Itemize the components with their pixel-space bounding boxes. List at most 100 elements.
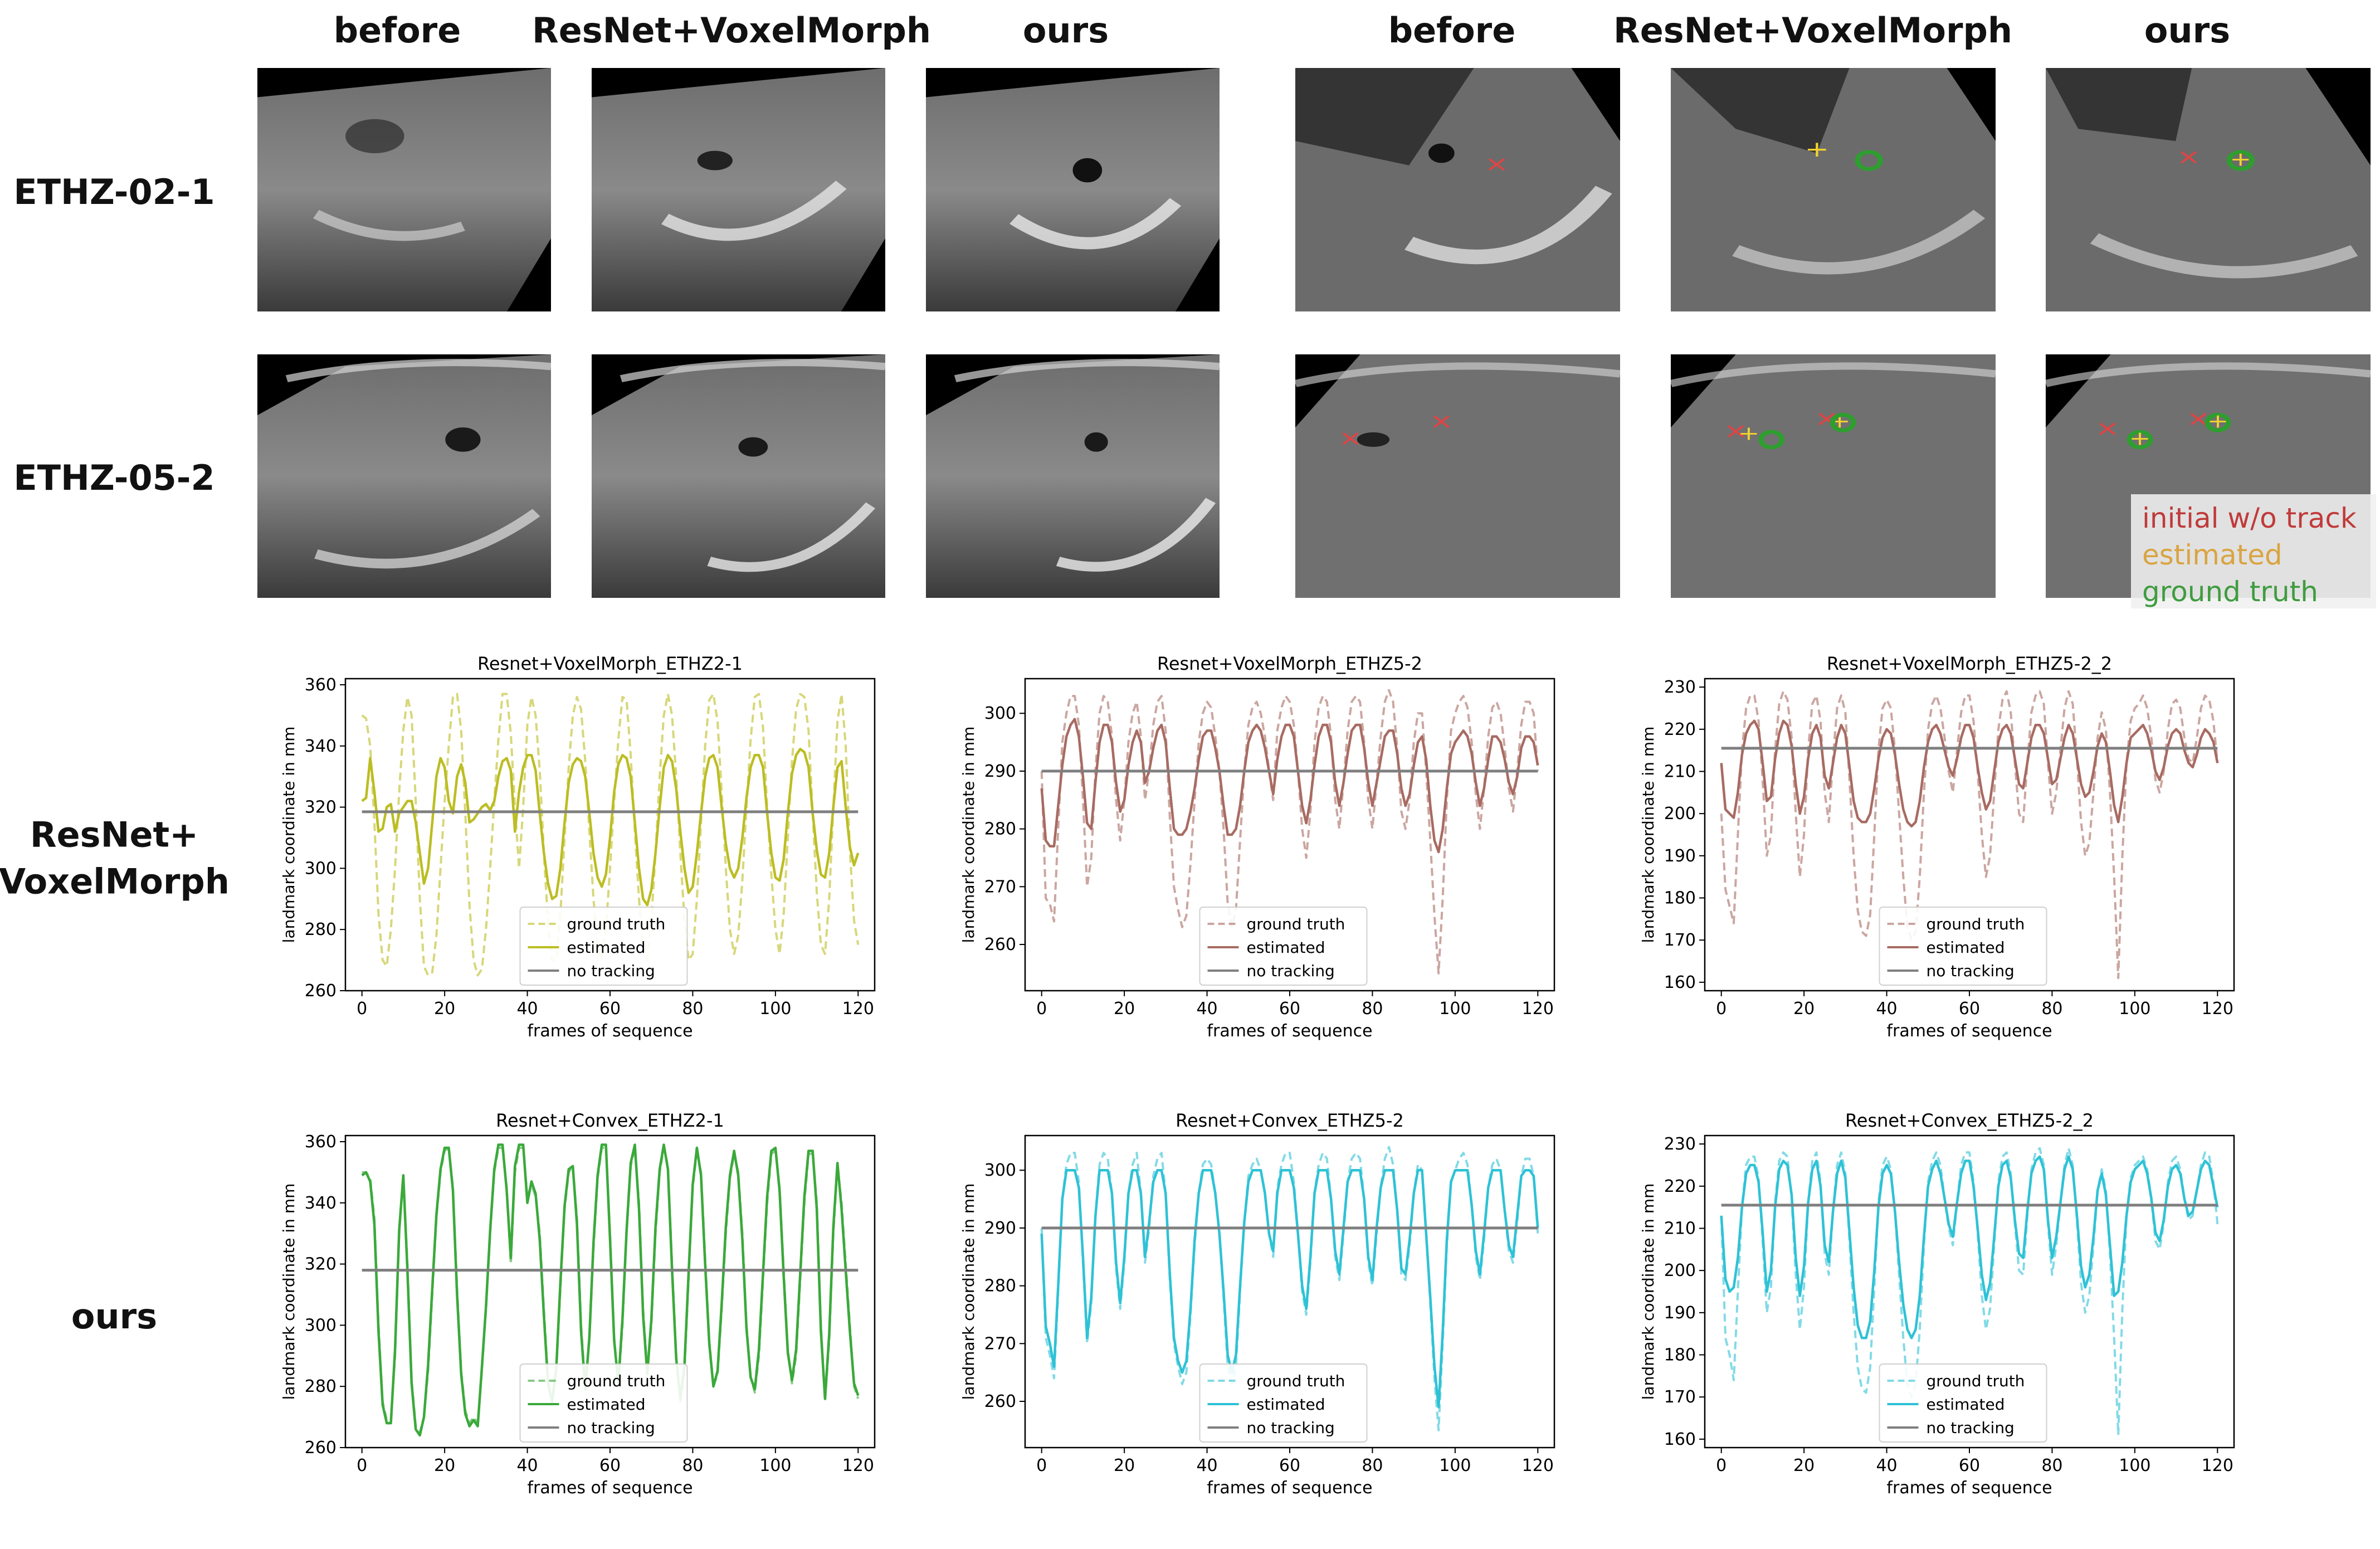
chart-svg: Resnet+Convex_ETHZ2-1 0 20 40 60 80 100 120 260 2… (280, 1110, 876, 1498)
x-tick-label: 40 (1876, 999, 1897, 1019)
legend-no-tracking: no tracking (1927, 1419, 2015, 1437)
x-tick-label: 20 (1793, 999, 1815, 1019)
y-tick-label: 300 (984, 1161, 1016, 1180)
y-axis-label: landmark coordinate in mm (1639, 727, 1657, 943)
legend-no-tracking: no tracking (567, 1419, 655, 1437)
y-tick-label: 320 (305, 798, 336, 817)
y-tick-label: 280 (984, 820, 1016, 839)
y-tick-label: 170 (1664, 931, 1696, 950)
ultrasound-image-ethz-05-2-resnet-voxelmorph (592, 354, 885, 598)
y-tick-label: 290 (984, 1219, 1016, 1238)
x-tick-label: 100 (2119, 1456, 2150, 1475)
legend-estimated: estimated (2142, 539, 2283, 571)
chart-svg: Resnet+VoxelMorph_ETHZ5-2_2 0 20 40 60 80 100 1… (1639, 653, 2235, 1041)
y-tick-label: 210 (1664, 1219, 1696, 1238)
row-label-ethz-02-1: ETHZ-02-1 (13, 172, 215, 213)
x-tick-label: 60 (1959, 999, 1980, 1019)
legend-ground-truth: ground truth (2142, 576, 2318, 608)
y-tick-label: 230 (1664, 678, 1696, 697)
x-tick-label: 120 (1522, 1456, 1554, 1475)
chart-legend: ground truth estimated no tracking (519, 1363, 688, 1443)
x-tick-label: 40 (516, 1456, 538, 1475)
chart-legend: ground truth estimated no tracking (519, 907, 688, 986)
x-axis-label: frames of sequence (1207, 1021, 1372, 1041)
y-tick-label: 180 (1664, 889, 1696, 908)
y-tick-label: 190 (1664, 1303, 1696, 1323)
y-tick-label: 170 (1664, 1387, 1696, 1407)
x-tick-label: 60 (1959, 1456, 1980, 1475)
y-tick-label: 280 (305, 920, 336, 939)
series-estimated (361, 748, 860, 907)
x-tick-label: 0 (357, 999, 367, 1019)
plot-frame (344, 1134, 876, 1449)
chart-svg: Resnet+Convex_ETHZ5-2 0 20 40 60 80 100 120 260 2… (959, 1110, 1555, 1498)
x-tick-label: 80 (1362, 999, 1383, 1019)
x-tick-label: 20 (434, 1456, 455, 1475)
legend-estimated: estimated (1247, 938, 1325, 957)
chart-resnet-voxelmorph-ethz5-2-2: Resnet+VoxelMorph_ETHZ5-2_2 0 20 40 60 80 100 1… (1632, 646, 2279, 1059)
x-tick-label: 120 (2202, 999, 2233, 1019)
legend-no-tracking: no tracking (567, 962, 655, 980)
y-tick-label: 300 (984, 704, 1016, 723)
chart-resnet-convex-ethz2-1: Resnet+Convex_ETHZ2-1 0 20 40 60 80 100 120 260 2… (273, 1103, 919, 1516)
y-axis-label: landmark coordinate in mm (280, 1183, 298, 1400)
series-ground-truth (1720, 690, 2219, 980)
y-tick-label: 360 (305, 675, 336, 695)
x-axis-label: frames of sequence (527, 1021, 692, 1041)
y-tick-label: 260 (984, 1392, 1016, 1411)
y-tick-label: 160 (1664, 1430, 1696, 1449)
y-tick-label: 260 (305, 981, 336, 1001)
chart-resnet-convex-ethz5-2: Resnet+Convex_ETHZ5-2 0 20 40 60 80 100 120 260 2… (953, 1103, 1599, 1516)
plot-frame (1024, 1134, 1555, 1449)
y-tick-label: 300 (305, 1316, 336, 1335)
row-label-resnet-voxelmorph: ResNet+ VoxelMorph (0, 811, 230, 904)
x-tick-label: 0 (1716, 999, 1727, 1019)
y-tick-label: 260 (305, 1438, 336, 1458)
series-ground-truth (1720, 1147, 2219, 1436)
svg-text:×: × (1429, 408, 1454, 433)
y-tick-label: 210 (1664, 762, 1696, 781)
svg-text:×: × (1724, 418, 1748, 444)
y-tick-label: 280 (305, 1377, 336, 1396)
column-header-ours: ours (1022, 10, 1109, 51)
row-label-ethz-05-2: ETHZ-05-2 (13, 457, 215, 499)
chart-title: Resnet+VoxelMorph_ETHZ5-2 (1157, 653, 1422, 674)
x-axis-label: frames of sequence (1886, 1021, 2052, 1041)
y-tick-label: 300 (305, 859, 336, 878)
chart-title: Resnet+Convex_ETHZ5-2_2 (1845, 1110, 2094, 1131)
x-tick-label: 0 (1036, 999, 1047, 1019)
chart-svg: Resnet+Convex_ETHZ5-2_2 0 20 40 60 80 100 120 16… (1639, 1110, 2235, 1498)
column-header-before: before (333, 10, 461, 51)
x-tick-label: 120 (842, 1456, 874, 1475)
svg-text:×: × (1338, 425, 1363, 451)
legend-no-tracking: no tracking (1927, 962, 2015, 980)
chart-legend: ground truth estimated no tracking (1199, 907, 1368, 986)
x-tick-label: 0 (1036, 1456, 1047, 1475)
x-axis-label: frames of sequence (1207, 1478, 1372, 1498)
ultrasound-zoom-ethz-02-1-resnet-voxelmorph: + (1671, 68, 1996, 311)
ultrasound-image-ethz-02-1-before (257, 68, 551, 311)
y-tick-label: 270 (984, 1334, 1016, 1353)
chart-resnet-voxelmorph-ethz2-1: Resnet+VoxelMorph_ETHZ2-1 0 20 40 60 80 100 120… (273, 646, 919, 1059)
y-tick-label: 160 (1664, 973, 1696, 992)
chart-resnet-voxelmorph-ethz5-2: Resnet+VoxelMorph_ETHZ5-2 0 20 40 60 80 100 120… (953, 646, 1599, 1059)
y-tick-label: 180 (1664, 1346, 1696, 1365)
series-estimated (361, 1143, 860, 1437)
series-estimated (1720, 719, 2219, 828)
x-tick-label: 60 (1279, 999, 1300, 1019)
chart-title: Resnet+VoxelMorph_ETHZ2-1 (477, 653, 743, 674)
legend-ground-truth: ground truth (1927, 1372, 2025, 1390)
svg-text:×: × (2095, 416, 2120, 441)
y-tick-label: 340 (305, 1194, 336, 1213)
series-estimated (1720, 1155, 2219, 1339)
series-estimated (1040, 1168, 1539, 1409)
legend-estimated: estimated (567, 1395, 646, 1414)
y-axis-label: landmark coordinate in mm (959, 1183, 978, 1400)
plot-frame (344, 678, 876, 992)
y-axis-label: landmark coordinate in mm (1639, 1183, 1657, 1400)
chart-resnet-convex-ethz5-2-2: Resnet+Convex_ETHZ5-2_2 0 20 40 60 80 100 120 16… (1632, 1103, 2279, 1516)
ultrasound-zoom-ethz-05-2-resnet-voxelmorph: × + × + (1671, 354, 1996, 598)
x-tick-label: 80 (2041, 999, 2062, 1019)
ultrasound-zoom-ethz-02-1-before: × (1295, 68, 1620, 311)
plot-frame (1704, 678, 2235, 992)
